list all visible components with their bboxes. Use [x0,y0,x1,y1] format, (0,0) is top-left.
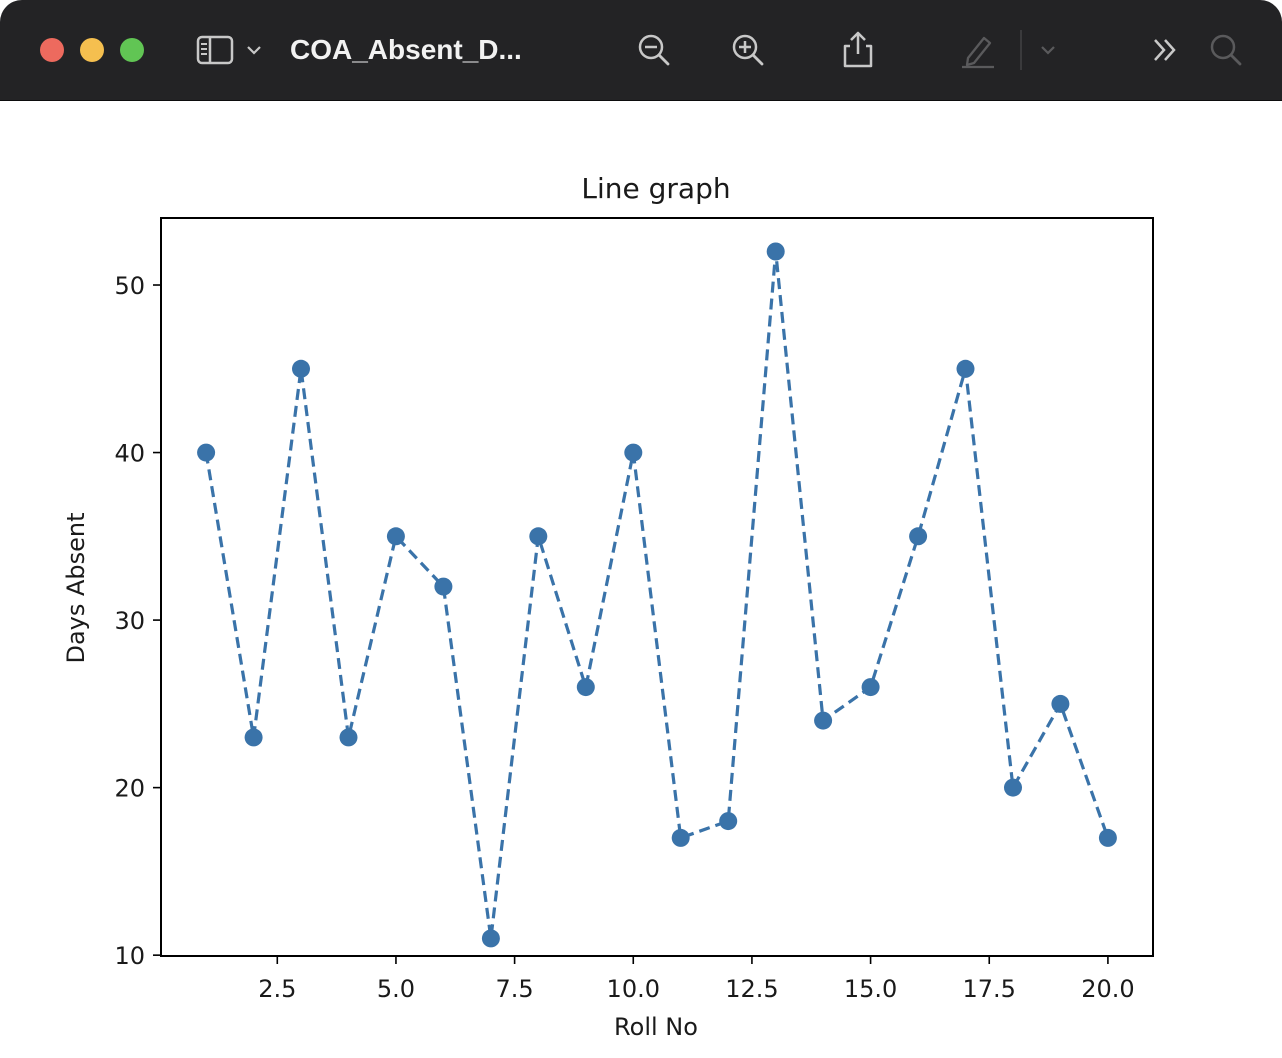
x-tick-label: 2.5 [258,975,296,1003]
x-tick-label: 20.0 [1081,975,1134,1003]
data-point [292,359,310,378]
x-tick-label: 17.5 [963,975,1016,1003]
markup-menu-button[interactable] [1030,28,1066,72]
plot-frame [160,217,1154,957]
data-point [529,527,548,546]
zoom-in-button[interactable] [726,28,770,72]
data-point [481,929,500,948]
share-button[interactable] [836,28,880,72]
data-point [244,728,263,747]
data-point [719,812,738,831]
sidebar-toggle-button[interactable] [194,28,238,72]
y-tick-label: 30 [114,607,145,635]
search-button[interactable] [1204,28,1248,72]
x-tick-label: 15.0 [844,975,897,1003]
markup-button[interactable] [956,28,1000,72]
zoom-out-icon [638,34,670,66]
axis-ticks: 2.5 5.0 7.5 10.0 12.5 15.0 17.5 20.0 10 20 30 40 50 [114,272,1134,1003]
data-point [909,527,928,546]
zoom-out-button[interactable] [632,28,676,72]
x-axis-label: Roll No [614,1013,698,1041]
markup-pen-icon [962,36,994,69]
data-point [197,443,216,462]
data-point [1004,778,1022,797]
data-point [434,577,453,596]
y-tick-label: 10 [114,942,145,970]
plot-area [197,242,1117,948]
sidebar-menu-button[interactable] [236,28,272,72]
data-point [1051,694,1070,713]
data-point [576,678,595,697]
data-point [624,443,643,462]
data-point [766,242,785,261]
x-tick-label: 10.0 [607,975,660,1003]
x-tick-label: 12.5 [725,975,778,1003]
title-bar: COA_Absent_D... [0,0,1282,101]
more-toolbar-items-button[interactable] [1144,28,1188,72]
chevron-down-icon [247,46,261,55]
data-point [386,527,405,546]
y-tick-label: 20 [114,775,145,803]
toolbar-separator [1020,30,1022,70]
series-line [204,249,1110,941]
maximize-window-button[interactable] [120,38,144,62]
y-tick-label: 40 [114,440,145,468]
minimize-window-button[interactable] [80,38,104,62]
zoom-in-icon [732,34,764,66]
search-icon [1210,34,1242,66]
data-point [339,728,358,747]
line-chart: Line graph Roll No Days Absent 2.5 5.0 7.5… [62,172,1154,1041]
data-point [814,711,833,730]
close-window-button[interactable] [40,38,64,62]
data-point [956,359,975,378]
x-tick-label: 7.5 [496,975,534,1003]
data-point [861,678,880,697]
chevron-down-icon [1041,46,1055,55]
more-chevrons-icon [1154,39,1176,61]
y-tick-label: 50 [114,272,145,300]
document-title: COA_Absent_D... [290,34,522,65]
document-content: Line graph Roll No Days Absent 2.5 5.0 7.5… [0,101,1282,1058]
chart-title: Line graph [581,172,730,205]
y-axis-label: Days Absent [62,512,90,663]
x-tick-label: 5.0 [377,975,415,1003]
data-point [1098,828,1117,847]
share-icon [843,31,873,68]
sidebar-icon [196,35,234,65]
data-point [671,828,690,847]
